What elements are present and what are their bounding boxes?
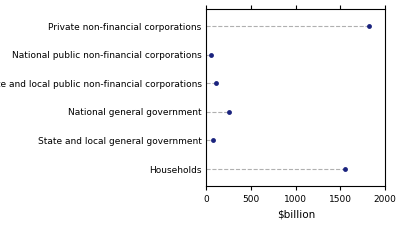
X-axis label: $billion: $billion — [277, 210, 315, 220]
